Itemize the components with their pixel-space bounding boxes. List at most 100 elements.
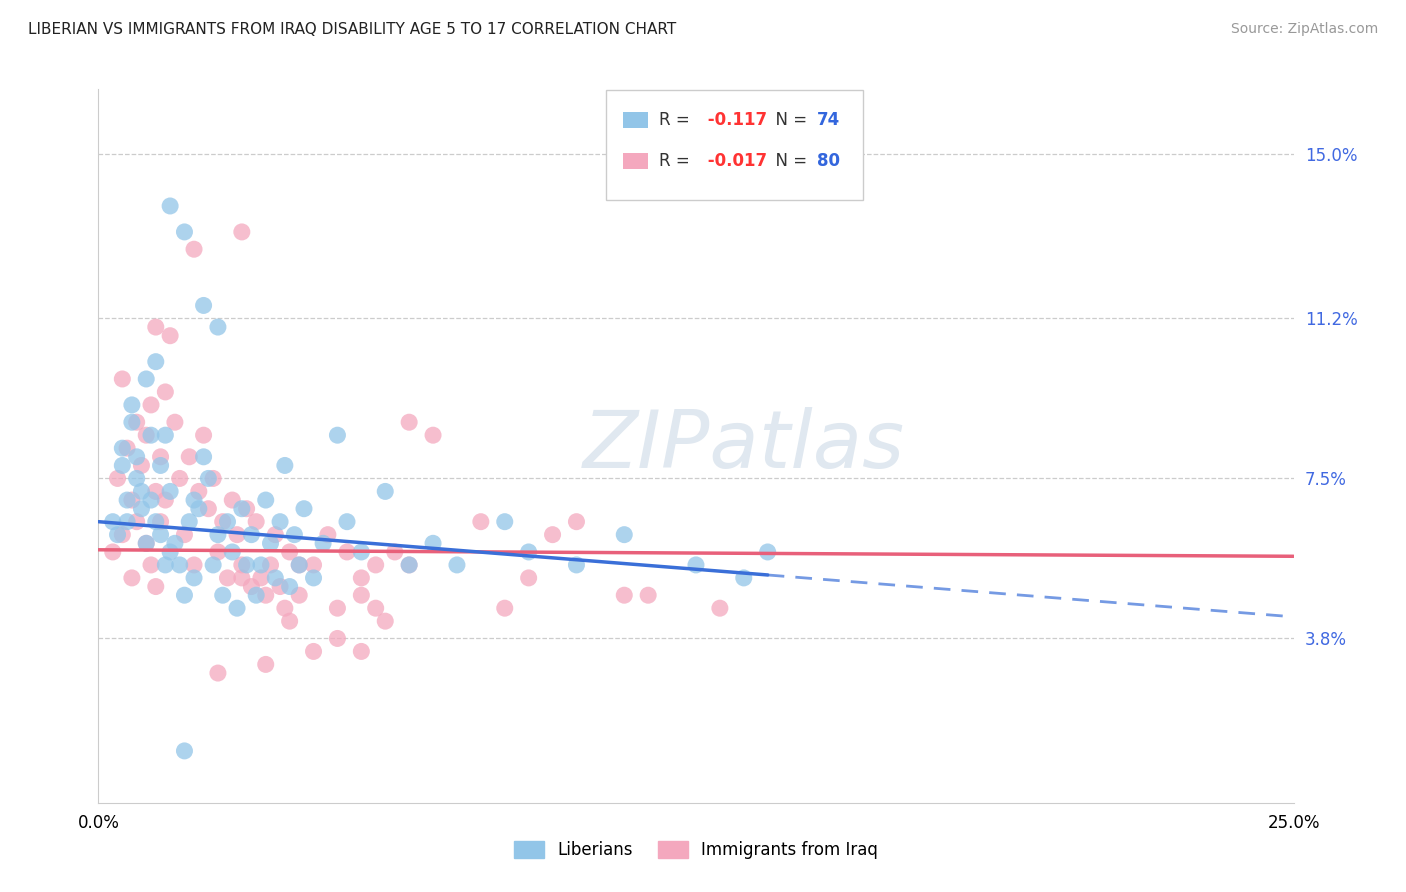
Point [245,515,267,529]
Point [131,484,153,499]
Point [384,545,406,559]
Point [264,571,287,585]
Point [121,398,143,412]
Point [364,558,387,572]
Point [115,515,138,529]
Point [145,320,167,334]
Point [350,571,373,585]
Point [613,527,636,541]
Point [163,415,186,429]
Point [193,450,215,464]
Point [364,601,387,615]
Point [283,527,305,541]
Point [517,545,540,559]
Point [278,614,301,628]
Point [278,545,301,559]
Point [350,545,373,559]
Point [111,527,134,541]
Point [173,225,195,239]
Point [398,558,420,572]
Point [613,588,636,602]
Point [312,536,335,550]
Point [179,450,201,464]
Point [139,398,162,412]
Point [125,415,148,429]
Point [183,558,205,572]
Text: Source: ZipAtlas.com: Source: ZipAtlas.com [1230,22,1378,37]
Point [259,558,281,572]
Point [149,450,172,464]
Point [145,354,167,368]
Point [250,571,273,585]
Point [336,515,359,529]
Point [254,493,277,508]
Point [183,493,205,508]
Point [121,415,143,429]
Text: R =: R = [659,112,696,129]
Point [111,458,134,473]
Point [121,493,143,508]
Point [422,536,444,550]
Point [302,571,325,585]
Point [207,320,229,334]
Point [193,298,215,312]
Point [235,501,257,516]
Point [470,515,492,529]
Point [169,558,191,572]
Point [173,744,195,758]
Point [135,428,157,442]
Point [159,545,181,559]
Point [107,471,129,485]
Point [221,545,243,559]
Point [288,588,311,602]
Text: N =: N = [765,112,813,129]
Point [245,588,267,602]
Point [637,588,659,602]
Point [125,471,148,485]
Point [202,471,225,485]
Point [163,536,186,550]
Point [121,571,143,585]
Point [197,501,219,516]
Point [125,515,148,529]
Point [733,571,755,585]
Point [226,527,249,541]
Point [139,493,162,508]
Point [446,558,468,572]
Point [197,471,219,485]
Point [336,545,359,559]
Point [159,328,181,343]
Point [135,372,157,386]
Point [111,441,134,455]
Point [159,199,181,213]
Point [173,588,195,602]
Text: R =: R = [659,152,696,169]
Point [326,632,349,646]
Point [302,644,325,658]
Point [217,571,239,585]
Point [149,458,172,473]
Point [173,527,195,541]
Point [756,545,779,559]
Point [145,515,167,529]
Point [135,536,157,550]
Text: 80: 80 [817,152,839,169]
Point [183,571,205,585]
Point [231,225,253,239]
Point [422,428,444,442]
Point [685,558,707,572]
Point [135,536,157,550]
Point [155,428,177,442]
Point [169,471,191,485]
Point [231,501,253,516]
Point [207,666,229,681]
Point [115,441,138,455]
Point [398,558,420,572]
Point [139,428,162,442]
Point [111,372,134,386]
Point [235,558,257,572]
Point [326,428,349,442]
Point [183,242,205,256]
Text: -0.117: -0.117 [702,112,766,129]
Text: -0.017: -0.017 [702,152,766,169]
